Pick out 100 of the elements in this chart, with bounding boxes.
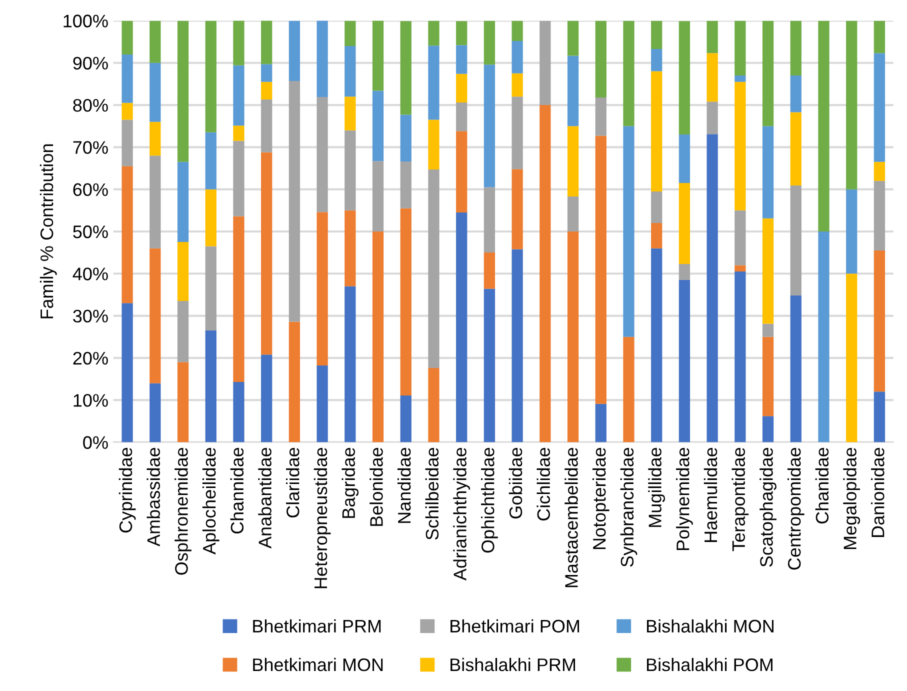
bar (400, 114, 412, 162)
x-tick-label: Polynemidae (676, 448, 693, 550)
bar (874, 162, 886, 181)
bar (400, 162, 412, 208)
bar (344, 210, 356, 286)
bar (846, 274, 858, 442)
bar (122, 54, 133, 103)
legend-label: Bhetkimari MON (253, 658, 383, 672)
bar (567, 20, 579, 56)
bar (818, 231, 830, 442)
legend-label: Bishalakhi PRM (450, 658, 576, 672)
bar (456, 131, 468, 213)
bar (456, 212, 468, 442)
bar (484, 288, 496, 442)
bar (651, 20, 662, 49)
bar (205, 20, 216, 132)
bar (456, 74, 468, 103)
y-tick-label: 60% (73, 183, 108, 196)
bar (400, 208, 412, 396)
bar (512, 20, 523, 41)
bar (372, 231, 384, 442)
bar (512, 96, 523, 170)
legend-label: Bhetkimari POM (450, 619, 580, 633)
bar (261, 64, 272, 82)
bar (288, 81, 300, 322)
bar (734, 210, 746, 266)
bar (428, 120, 440, 170)
x-tick-label: Anabantidae (258, 448, 272, 548)
y-tick-label: 30% (73, 310, 108, 323)
bar (344, 286, 356, 442)
bar (595, 20, 606, 98)
bar (150, 62, 161, 122)
bar (512, 40, 523, 74)
bar (122, 120, 133, 166)
x-tick-label: Ophichthidae (481, 448, 498, 553)
bar (344, 20, 356, 46)
bar (512, 249, 523, 442)
x-tick-label: Channidae (230, 448, 244, 534)
bar (344, 96, 356, 130)
x-tick-label: Heteropneustidae (314, 448, 331, 588)
x-tick-label: Centropomidae (787, 448, 804, 570)
bar (456, 21, 468, 46)
x-tick-label: Mastacembelidae (564, 448, 578, 588)
y-tick-label: 80% (73, 98, 108, 112)
x-tick-label: Chanidae (815, 448, 829, 524)
bar (233, 126, 244, 141)
bar (456, 45, 468, 74)
bar (623, 126, 634, 337)
x-tick-label: Synbranchidae (620, 448, 638, 567)
bar (288, 20, 300, 82)
bar (762, 324, 774, 337)
bar (177, 362, 189, 442)
x-tick-label: Belonidae (370, 448, 383, 526)
y-tick-label: 10% (74, 394, 108, 407)
bar (150, 248, 161, 384)
bar (261, 100, 272, 152)
bar (233, 216, 244, 382)
bar (205, 189, 216, 246)
bar (177, 20, 189, 162)
bar (316, 20, 328, 98)
bar (623, 336, 634, 442)
bar (734, 76, 746, 82)
bar (261, 20, 272, 64)
bar (651, 191, 662, 224)
bar (233, 65, 244, 126)
y-tick-label: 70% (73, 141, 108, 154)
x-tick-label: Clariidae (286, 448, 300, 518)
bar (790, 76, 802, 112)
x-tick-label: Osphronemidae (174, 448, 192, 575)
bar (678, 134, 690, 184)
bar (261, 152, 272, 355)
bar (372, 161, 384, 232)
x-tick-label: Cichlidae (536, 448, 550, 520)
bar (790, 186, 802, 296)
bar (400, 395, 412, 442)
x-tick-label: Schilbeidae (425, 448, 439, 540)
bar (233, 140, 244, 216)
bar (428, 368, 440, 442)
bar (790, 20, 802, 76)
bar (706, 102, 718, 134)
bar (846, 189, 858, 274)
bar (512, 73, 523, 97)
bar (372, 90, 384, 162)
bar (344, 130, 356, 210)
bar (567, 126, 579, 196)
bar (288, 322, 300, 442)
bar (651, 71, 662, 192)
y-tick-label: 50% (73, 225, 108, 238)
bar (122, 166, 133, 304)
y-axis-title: Family % Contribution (40, 144, 57, 318)
bar (874, 250, 886, 392)
bar (846, 20, 858, 190)
x-tick-label: Scatophagidae (760, 448, 776, 567)
legend-label: Bhetkimari PRM (253, 619, 381, 633)
bar (233, 20, 244, 66)
bar (706, 53, 718, 102)
bar (706, 20, 718, 54)
bar (428, 20, 440, 46)
bar (484, 64, 496, 188)
bar (567, 196, 579, 232)
